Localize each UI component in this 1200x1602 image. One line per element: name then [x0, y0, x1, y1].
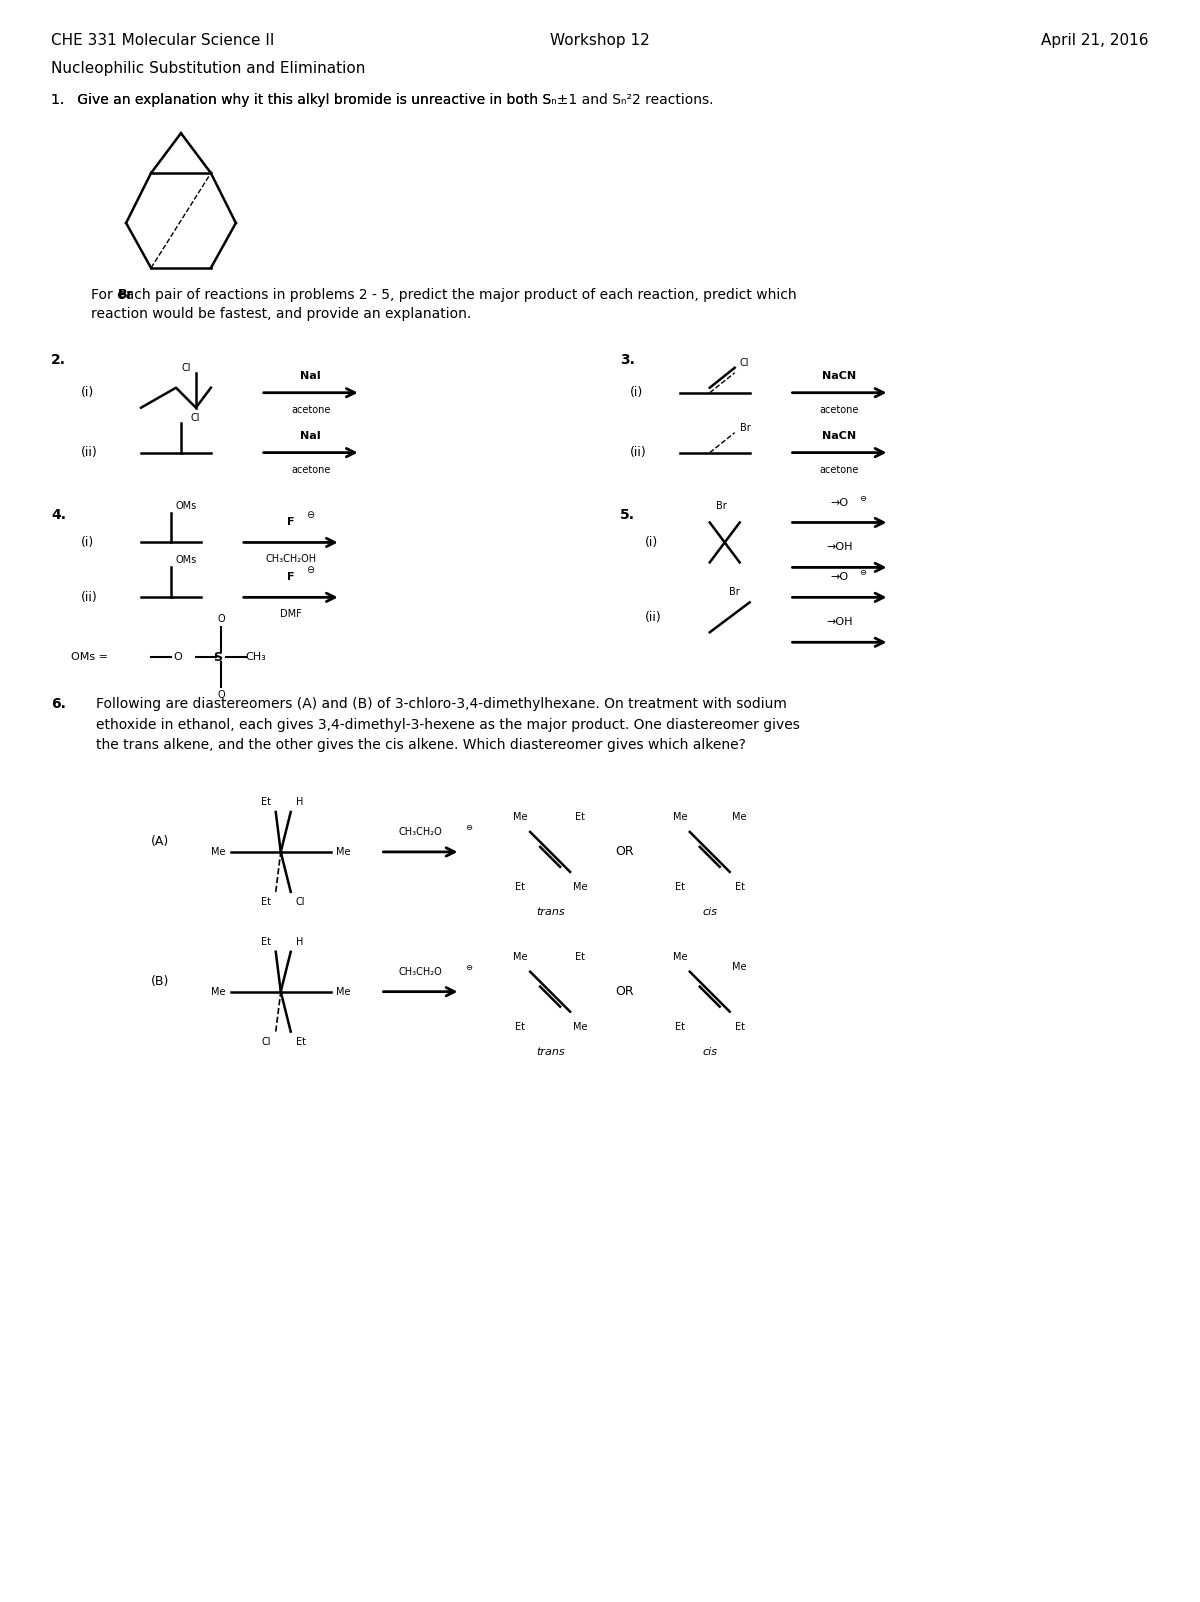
Text: H: H	[295, 796, 304, 807]
Text: (i): (i)	[82, 537, 95, 549]
Text: For each pair of reactions in problems 2 - 5, predict the major product of each : For each pair of reactions in problems 2…	[91, 288, 797, 322]
Text: 4.: 4.	[52, 508, 66, 522]
Text: H: H	[295, 937, 304, 947]
Text: (i): (i)	[630, 386, 643, 399]
Text: NaCN: NaCN	[822, 431, 857, 441]
Text: cis: cis	[702, 907, 718, 916]
Text: OR: OR	[616, 985, 635, 998]
Text: ⊖: ⊖	[859, 569, 866, 577]
Text: cis: cis	[702, 1046, 718, 1057]
Text: NaI: NaI	[300, 370, 322, 381]
Text: Me: Me	[572, 1022, 587, 1032]
Text: →O: →O	[830, 498, 848, 508]
Text: Br: Br	[119, 288, 134, 301]
Text: acetone: acetone	[290, 465, 330, 474]
Text: CHE 331 Molecular Science II: CHE 331 Molecular Science II	[52, 34, 275, 48]
Text: Et: Et	[515, 881, 526, 892]
Text: CH₃: CH₃	[246, 652, 266, 662]
Text: 1.   Give an explanation why it this alkyl bromide is unreactive in both Sₙ±1 an: 1. Give an explanation why it this alkyl…	[52, 93, 714, 107]
Text: Et: Et	[575, 812, 586, 822]
Text: Me: Me	[672, 812, 688, 822]
Text: DMF: DMF	[280, 609, 301, 620]
Text: Et: Et	[734, 1022, 745, 1032]
Text: acetone: acetone	[820, 405, 859, 415]
Text: OMs: OMs	[176, 500, 197, 511]
Text: trans: trans	[536, 907, 564, 916]
Text: Me: Me	[211, 847, 226, 857]
Text: acetone: acetone	[820, 465, 859, 474]
Text: ⊖: ⊖	[859, 493, 866, 503]
Text: Cl: Cl	[295, 897, 305, 907]
Text: CH₃CH₂O: CH₃CH₂O	[398, 966, 443, 977]
Text: ⊖: ⊖	[306, 511, 314, 521]
Text: Me: Me	[211, 987, 226, 996]
Text: (B): (B)	[151, 976, 169, 988]
Text: Me: Me	[512, 812, 528, 822]
Text: O: O	[217, 614, 224, 625]
Text: Me: Me	[572, 881, 587, 892]
Text: Me: Me	[672, 952, 688, 961]
Text: April 21, 2016: April 21, 2016	[1042, 34, 1148, 48]
Text: Me: Me	[336, 847, 350, 857]
Text: OMs: OMs	[176, 556, 197, 566]
Text: Et: Et	[734, 881, 745, 892]
Text: 6.: 6.	[52, 697, 66, 711]
Text: Me: Me	[732, 812, 746, 822]
Text: Nucleophilic Substitution and Elimination: Nucleophilic Substitution and Eliminatio…	[52, 61, 366, 77]
Text: Et: Et	[674, 1022, 685, 1032]
Text: OMs =: OMs =	[71, 652, 112, 662]
Text: Et: Et	[515, 1022, 526, 1032]
Text: 3.: 3.	[620, 352, 635, 367]
Text: (ii): (ii)	[82, 445, 98, 460]
Text: NaI: NaI	[300, 431, 322, 441]
Text: Cl: Cl	[181, 362, 191, 373]
Text: (ii): (ii)	[644, 610, 661, 623]
Text: F: F	[287, 517, 294, 527]
Text: ⊖: ⊖	[466, 823, 473, 831]
Text: Et: Et	[674, 881, 685, 892]
Text: Br: Br	[716, 500, 727, 511]
Text: O: O	[173, 652, 181, 662]
Text: ⊖: ⊖	[466, 963, 473, 972]
Text: →OH: →OH	[826, 617, 853, 628]
Text: S: S	[212, 650, 222, 663]
Text: Cl: Cl	[262, 1036, 271, 1046]
Text: Following are diastereomers (A) and (B) of 3-chloro-3,4-dimethylhexane. On treat: Following are diastereomers (A) and (B) …	[96, 697, 800, 753]
Text: →OH: →OH	[826, 543, 853, 553]
Text: Me: Me	[512, 952, 528, 961]
Text: OR: OR	[616, 846, 635, 859]
Text: 2.: 2.	[52, 352, 66, 367]
Text: Et: Et	[260, 796, 271, 807]
Text: (ii): (ii)	[630, 445, 647, 460]
Text: (ii): (ii)	[82, 591, 98, 604]
Text: Br: Br	[730, 588, 740, 598]
Text: 5.: 5.	[620, 508, 635, 522]
Text: trans: trans	[536, 1046, 564, 1057]
Text: Cl: Cl	[739, 357, 749, 368]
Text: NaCN: NaCN	[822, 370, 857, 381]
Text: Me: Me	[336, 987, 350, 996]
Text: (i): (i)	[644, 537, 658, 549]
Text: Me: Me	[732, 961, 746, 972]
Text: Workshop 12: Workshop 12	[550, 34, 650, 48]
Text: Et: Et	[295, 1036, 306, 1046]
Text: acetone: acetone	[290, 405, 330, 415]
Text: →O: →O	[830, 572, 848, 583]
Text: Et: Et	[260, 897, 271, 907]
Text: Et: Et	[260, 937, 271, 947]
Text: CH₃CH₂OH: CH₃CH₂OH	[265, 554, 317, 564]
Text: (i): (i)	[82, 386, 95, 399]
Text: 1.   Give an explanation why it this alkyl bromide is unreactive in both S: 1. Give an explanation why it this alkyl…	[52, 93, 552, 107]
Text: Cl: Cl	[191, 413, 200, 423]
Text: CH₃CH₂O: CH₃CH₂O	[398, 827, 443, 836]
Text: Et: Et	[575, 952, 586, 961]
Text: O: O	[217, 690, 224, 700]
Text: (A): (A)	[151, 835, 169, 849]
Text: ⊖: ⊖	[306, 566, 314, 575]
Text: F: F	[287, 572, 294, 583]
Text: Br: Br	[739, 423, 750, 433]
